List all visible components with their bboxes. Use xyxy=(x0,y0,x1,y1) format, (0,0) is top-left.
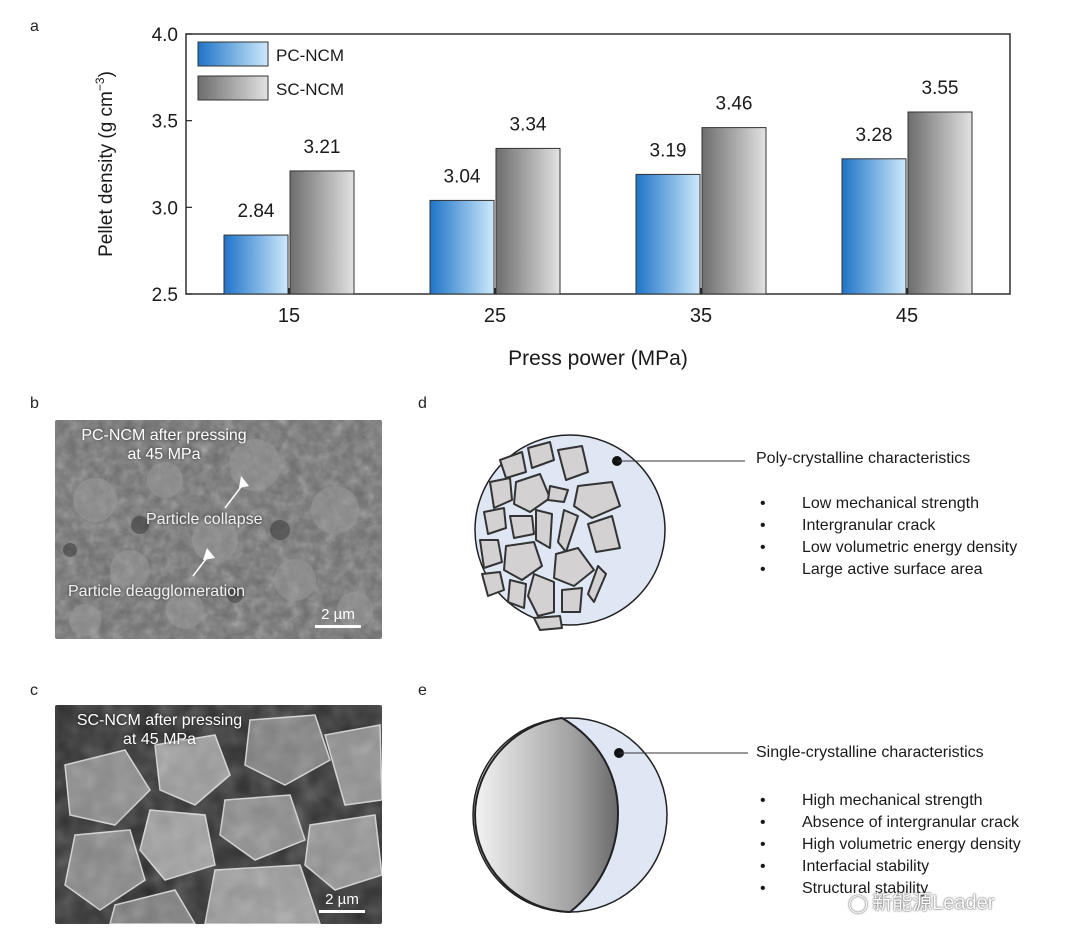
sem-caption-sc-line2: at 45 MPa xyxy=(123,731,196,748)
scale-bar-c: 2 µm xyxy=(319,891,365,913)
panel-label-e: e xyxy=(418,682,427,699)
data-label-sc-ncm-25: 3.34 xyxy=(510,114,547,135)
scale-bar-c-label: 2 µm xyxy=(325,891,359,908)
data-labels: 2.84 3.21 3.04 3.34 3.19 3.46 3.28 3.55 xyxy=(238,78,959,222)
sem-caption-line2: at 45 MPa xyxy=(127,446,201,463)
data-label-pc-ncm-45: 3.28 xyxy=(856,125,893,146)
single-title: Single-crystalline characteristics xyxy=(756,744,984,761)
data-label-sc-ncm-35: 3.46 xyxy=(716,94,753,115)
sem-texture-pc-ncm xyxy=(55,420,382,639)
bar-sc-ncm-35 xyxy=(701,127,767,295)
x-tick-label: 45 xyxy=(896,305,918,327)
scale-bar-b: 2 µm xyxy=(315,606,361,628)
sem-caption-pc-ncm: PC-NCM after pressing at 45 MPa xyxy=(59,426,269,464)
data-label-sc-ncm-45: 3.55 xyxy=(922,78,959,99)
poly-item: Low mechanical strength xyxy=(760,493,1017,515)
sem-caption-line1: PC-NCM after pressing xyxy=(81,427,247,444)
legend-swatch-pc-ncm xyxy=(197,41,269,67)
sem-caption-sc-ncm: SC-NCM after pressing at 45 MPa xyxy=(57,711,262,749)
label-particle-deagglomeration: Particle deagglomeration xyxy=(68,583,245,600)
x-axis: 15 25 35 45 xyxy=(278,288,918,327)
panel-label-a: a xyxy=(30,18,39,35)
data-label-pc-ncm-25: 3.04 xyxy=(444,166,481,187)
poly-list: Low mechanical strength Intergranular cr… xyxy=(760,493,1017,581)
legend: PC-NCM SC-NCM xyxy=(197,41,344,101)
sem-image-pc-ncm: PC-NCM after pressing at 45 MPa Particle… xyxy=(55,420,382,639)
poly-crystalline-diagram xyxy=(474,434,745,631)
single-item: Structural stability xyxy=(760,878,1021,900)
bar-pc-ncm-15 xyxy=(223,234,289,295)
single-item: High mechanical strength xyxy=(760,790,1021,812)
x-tick-label: 15 xyxy=(278,305,300,327)
legend-swatch-sc-ncm xyxy=(197,75,269,101)
single-crystalline-diagram xyxy=(472,716,748,914)
poly-item: Intergranular crack xyxy=(760,515,1017,537)
y-axis-title-sup: −3 xyxy=(93,77,107,91)
y-axis: 2.5 3.0 3.5 4.0 xyxy=(152,25,192,306)
single-item: Absence of intergranular crack xyxy=(760,812,1021,834)
watermark-text: 新能源Leader xyxy=(872,892,995,914)
y-axis-title-main: Pellet density (g cm xyxy=(96,91,117,257)
bar-sc-ncm-25 xyxy=(495,147,561,295)
plot-frame xyxy=(185,33,1011,295)
wechat-icon: ◯ xyxy=(848,893,869,913)
y-axis-title: Pellet density (g cm−3) xyxy=(93,71,117,257)
single-list: High mechanical strength Absence of inte… xyxy=(760,790,1021,900)
pellet-density-bar-chart: 2.5 3.0 3.5 4.0 15 25 35 45 2.84 3.21 3.04 3.34 3.… xyxy=(93,25,1011,370)
x-tick-label: 25 xyxy=(484,305,506,327)
single-item: Interfacial stability xyxy=(760,856,1021,878)
x-tick-label: 35 xyxy=(690,305,712,327)
scale-bar-b-label: 2 µm xyxy=(321,606,355,623)
single-item: High volumetric energy density xyxy=(760,834,1021,856)
sem-texture-sc-ncm xyxy=(55,705,382,924)
legend-label-pc-ncm: PC-NCM xyxy=(276,46,344,65)
sem-image-sc-ncm: SC-NCM after pressing at 45 MPa 2 µm xyxy=(55,705,382,924)
y-tick-label: 4.0 xyxy=(152,25,178,46)
bar-pc-ncm-35 xyxy=(635,173,701,295)
panel-label-c: c xyxy=(30,682,38,699)
single-crystal-body xyxy=(473,716,620,914)
y-tick-label: 3.0 xyxy=(152,198,178,219)
bar-sc-ncm-45 xyxy=(907,111,973,295)
legend-label-sc-ncm: SC-NCM xyxy=(276,80,344,99)
label-particle-collapse: Particle collapse xyxy=(146,511,263,528)
poly-grains xyxy=(479,441,621,631)
data-label-pc-ncm-35: 3.19 xyxy=(650,140,687,161)
y-tick-label: 2.5 xyxy=(152,285,178,306)
bars xyxy=(223,111,973,295)
arrow-deagglomeration xyxy=(203,548,215,560)
poly-item: Low volumetric energy density xyxy=(760,537,1017,559)
poly-title: Poly-crystalline characteristics xyxy=(756,450,971,467)
y-axis-title-close: ) xyxy=(96,71,117,77)
bar-sc-ncm-15 xyxy=(289,170,355,295)
arrow-collapse xyxy=(239,476,249,488)
watermark: ◯ 新能源Leader xyxy=(848,886,994,915)
panel-label-d: d xyxy=(418,395,427,412)
poly-item: Large active surface area xyxy=(760,559,1017,581)
data-label-sc-ncm-15: 3.21 xyxy=(304,137,341,158)
panel-label-b: b xyxy=(30,395,39,412)
bar-pc-ncm-25 xyxy=(429,199,495,295)
data-label-pc-ncm-15: 2.84 xyxy=(238,201,275,222)
x-axis-title: Press power (MPa) xyxy=(508,347,688,370)
y-tick-label: 3.5 xyxy=(152,112,178,133)
bar-pc-ncm-45 xyxy=(841,158,907,295)
sem-caption-sc-line1: SC-NCM after pressing xyxy=(76,712,243,729)
